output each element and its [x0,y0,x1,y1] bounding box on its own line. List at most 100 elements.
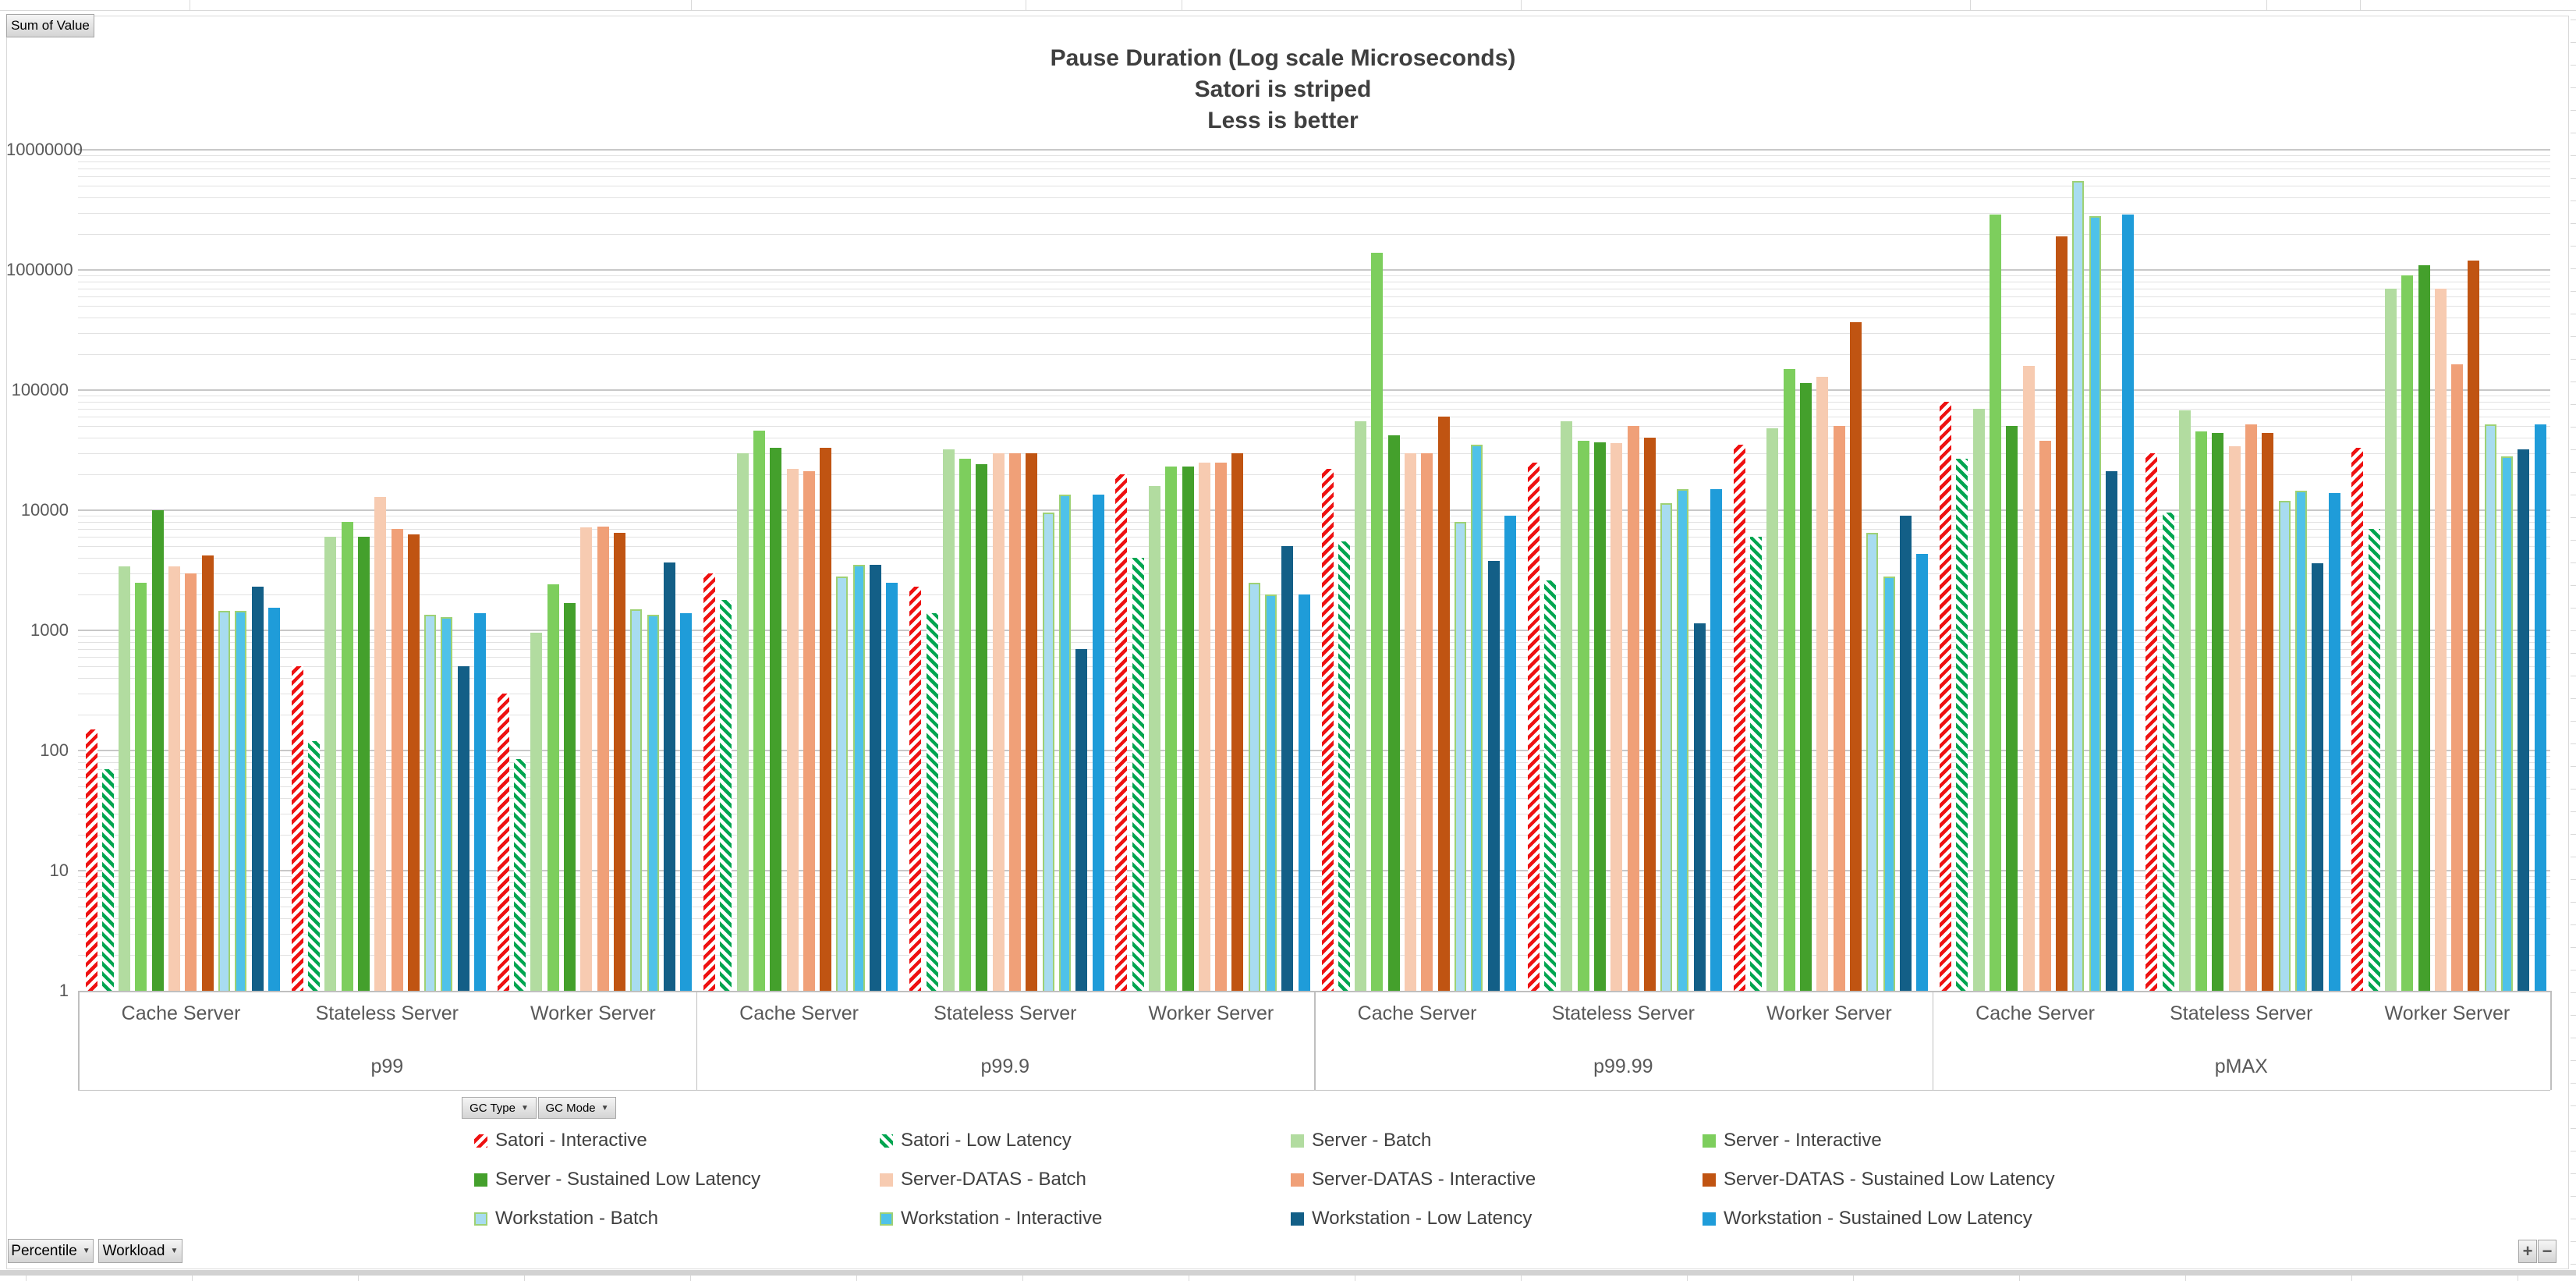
bar-server-datas-sustained-low-latency-g5[interactable] [1231,452,1244,991]
bar-server-datas-interactive-g10[interactable] [2245,424,2257,991]
bar-workstation-interactive-g8[interactable] [1883,577,1895,991]
bar-satori-interactive-g9[interactable] [1940,401,1951,991]
bar-workstation-sustained-low-latency-g3[interactable] [886,582,898,991]
bar-server-sustained-low-latency-g0[interactable] [151,510,164,991]
bar-server-datas-batch-g3[interactable] [786,469,799,991]
bar-satori-low-latency-g1[interactable] [308,740,320,991]
legend-item-workstation-batch[interactable]: Workstation - Batch [474,1208,658,1230]
legend-item-server-datas-sustained-low-latency[interactable]: Server-DATAS - Sustained Low Latency [1703,1169,2055,1191]
legend-item-server-datas-interactive[interactable]: Server-DATAS - Interactive [1291,1169,1536,1191]
bar-server-datas-sustained-low-latency-g6[interactable] [1437,417,1450,991]
bar-server-datas-sustained-low-latency-g10[interactable] [2262,432,2274,991]
bar-server-datas-batch-g8[interactable] [1816,376,1829,991]
bar-server-datas-batch-g9[interactable] [2022,365,2035,991]
bar-workstation-sustained-low-latency-g4[interactable] [1092,494,1104,991]
bar-server-datas-sustained-low-latency-g2[interactable] [613,532,625,991]
bar-workstation-batch-g6[interactable] [1454,521,1466,991]
bar-server-datas-interactive-g7[interactable] [1627,426,1639,991]
bar-server-sustained-low-latency-g11[interactable] [2418,264,2430,991]
bar-server-batch-g11[interactable] [2384,288,2397,991]
bar-workstation-low-latency-g1[interactable] [457,666,469,991]
bar-satori-interactive-g6[interactable] [1321,469,1334,991]
bar-server-batch-g7[interactable] [1561,421,1573,991]
legend-item-server-sustained-low-latency[interactable]: Server - Sustained Low Latency [474,1169,760,1191]
legend-item-server-interactive[interactable]: Server - Interactive [1703,1130,1882,1151]
bar-workstation-interactive-g0[interactable] [235,611,247,991]
bar-server-datas-sustained-low-latency-g7[interactable] [1643,438,1656,991]
bar-server-datas-batch-g11[interactable] [2434,288,2447,991]
bar-server-interactive-g10[interactable] [2195,431,2208,991]
bar-satori-low-latency-g9[interactable] [1956,458,1968,991]
bar-server-sustained-low-latency-g2[interactable] [564,602,576,991]
bar-satori-interactive-g10[interactable] [2145,452,2158,991]
legend-item-server-datas-batch[interactable]: Server-DATAS - Batch [880,1169,1086,1191]
bar-server-datas-batch-g10[interactable] [2228,446,2241,991]
bar-server-datas-interactive-g1[interactable] [391,528,403,991]
bar-workstation-interactive-g6[interactable] [1471,445,1483,991]
bar-server-datas-sustained-low-latency-g3[interactable] [820,448,832,991]
bar-server-interactive-g2[interactable] [547,584,559,991]
expand-field-button[interactable]: + [2518,1240,2537,1263]
bar-server-batch-g5[interactable] [1148,485,1160,991]
bar-workstation-interactive-g7[interactable] [1677,488,1689,991]
bar-server-datas-sustained-low-latency-g11[interactable] [2468,260,2480,991]
bar-server-sustained-low-latency-g10[interactable] [2212,432,2224,991]
bar-workstation-low-latency-g7[interactable] [1693,623,1706,991]
bar-server-datas-sustained-low-latency-g8[interactable] [1849,321,1862,991]
bar-server-interactive-g5[interactable] [1165,467,1178,991]
bar-server-interactive-g1[interactable] [341,521,353,991]
gc-type-button[interactable]: GC Type ▼ [462,1097,537,1119]
bar-workstation-interactive-g3[interactable] [852,565,865,991]
bar-workstation-batch-g10[interactable] [2278,500,2291,991]
bar-server-interactive-g8[interactable] [1783,368,1795,991]
bar-satori-interactive-g4[interactable] [909,587,922,991]
bar-workstation-sustained-low-latency-g8[interactable] [1916,554,1929,991]
bar-server-sustained-low-latency-g5[interactable] [1182,467,1194,991]
bar-server-batch-g10[interactable] [2178,410,2191,991]
bar-satori-low-latency-g10[interactable] [2162,513,2174,991]
bar-workstation-interactive-g4[interactable] [1058,494,1071,991]
bar-server-interactive-g9[interactable] [1989,214,2001,991]
bar-satori-low-latency-g8[interactable] [1750,537,1763,991]
bar-workstation-interactive-g5[interactable] [1265,594,1277,991]
legend-item-server-batch[interactable]: Server - Batch [1291,1130,1431,1151]
legend-item-workstation-low-latency[interactable]: Workstation - Low Latency [1291,1208,1532,1230]
bar-server-sustained-low-latency-g9[interactable] [2006,426,2018,991]
legend-item-satori-low-latency[interactable]: Satori - Low Latency [880,1130,1072,1151]
bar-server-datas-batch-g2[interactable] [580,527,593,991]
collapse-field-button[interactable]: − [2538,1240,2557,1263]
bar-server-interactive-g0[interactable] [135,582,147,991]
percentile-field-button[interactable]: Percentile ▼ [8,1239,94,1263]
bar-workstation-sustained-low-latency-g7[interactable] [1710,488,1722,991]
bar-server-interactive-g4[interactable] [959,458,972,991]
gc-mode-button[interactable]: GC Mode ▼ [538,1097,616,1119]
bar-satori-interactive-g11[interactable] [2351,448,2364,991]
bar-workstation-interactive-g1[interactable] [441,616,453,991]
bar-satori-interactive-g5[interactable] [1115,474,1128,991]
bar-workstation-interactive-g2[interactable] [647,614,659,991]
bar-workstation-sustained-low-latency-g1[interactable] [474,612,486,991]
bar-server-batch-g6[interactable] [1355,421,1367,991]
bar-workstation-sustained-low-latency-g9[interactable] [2122,214,2135,991]
bar-satori-interactive-g2[interactable] [497,693,509,991]
bar-workstation-sustained-low-latency-g0[interactable] [268,607,280,991]
bar-workstation-batch-g7[interactable] [1660,502,1673,991]
sum-of-value-button[interactable]: Sum of Value [6,14,94,37]
bar-server-batch-g1[interactable] [324,537,337,991]
bar-server-datas-batch-g4[interactable] [992,452,1005,991]
bar-server-batch-g0[interactable] [119,566,131,991]
bar-server-datas-interactive-g2[interactable] [597,527,609,991]
bar-workstation-low-latency-g6[interactable] [1487,560,1500,991]
bar-server-datas-interactive-g11[interactable] [2451,364,2464,991]
bar-satori-low-latency-g0[interactable] [101,768,114,991]
bar-server-datas-sustained-low-latency-g4[interactable] [1026,452,1038,991]
bar-server-sustained-low-latency-g1[interactable] [357,537,370,991]
bar-server-datas-sustained-low-latency-g0[interactable] [201,555,214,991]
bar-server-datas-interactive-g4[interactable] [1009,452,1021,991]
bar-server-datas-interactive-g0[interactable] [185,573,197,991]
bar-server-sustained-low-latency-g3[interactable] [770,448,782,991]
bar-server-interactive-g11[interactable] [2401,275,2414,991]
bar-server-datas-batch-g1[interactable] [374,496,387,991]
bar-server-datas-sustained-low-latency-g9[interactable] [2056,236,2068,991]
bar-satori-low-latency-g5[interactable] [1132,558,1144,991]
